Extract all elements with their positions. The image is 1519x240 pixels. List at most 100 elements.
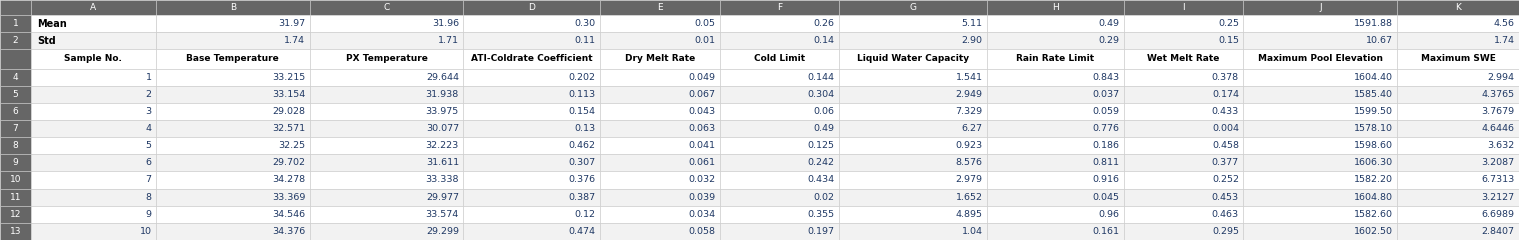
Bar	[720, 223, 838, 240]
Bar	[0, 0, 30, 15]
Text: 32.571: 32.571	[272, 124, 305, 133]
Bar	[0, 86, 30, 103]
Bar	[720, 69, 838, 86]
Text: 0.032: 0.032	[688, 175, 715, 185]
Bar	[1244, 32, 1397, 49]
Bar	[600, 69, 720, 86]
Bar	[600, 103, 720, 120]
Bar	[1124, 137, 1244, 154]
Text: G: G	[910, 3, 917, 12]
Bar	[310, 49, 463, 69]
Bar	[987, 69, 1124, 86]
Bar	[463, 223, 600, 240]
Text: 0.25: 0.25	[1218, 19, 1240, 28]
Bar	[30, 206, 156, 223]
Text: 2.979: 2.979	[955, 175, 983, 185]
Bar	[156, 154, 310, 171]
Text: 4.3765: 4.3765	[1481, 90, 1514, 99]
Bar	[30, 137, 156, 154]
Bar	[1244, 171, 1397, 189]
Text: 3: 3	[146, 107, 152, 116]
Bar	[600, 189, 720, 206]
Bar	[720, 120, 838, 137]
Text: 0.463: 0.463	[1212, 210, 1240, 219]
Text: 0.458: 0.458	[1212, 141, 1240, 150]
Text: 1606.30: 1606.30	[1353, 158, 1393, 167]
Text: 3.632: 3.632	[1487, 141, 1514, 150]
Bar	[156, 0, 310, 15]
Text: 1604.40: 1604.40	[1353, 73, 1393, 82]
Text: 3.2127: 3.2127	[1481, 193, 1514, 202]
Bar	[463, 189, 600, 206]
Text: 0.144: 0.144	[808, 73, 834, 82]
Bar	[600, 171, 720, 189]
Text: 0.067: 0.067	[688, 90, 715, 99]
Text: 0.242: 0.242	[808, 158, 834, 167]
Text: 0.01: 0.01	[694, 36, 715, 45]
Bar	[310, 171, 463, 189]
Bar	[463, 120, 600, 137]
Bar	[310, 69, 463, 86]
Text: 0.15: 0.15	[1218, 36, 1240, 45]
Text: 0.453: 0.453	[1212, 193, 1240, 202]
Bar	[0, 15, 30, 32]
Text: 34.278: 34.278	[272, 175, 305, 185]
Bar	[463, 0, 600, 15]
Bar	[838, 206, 987, 223]
Text: 30.077: 30.077	[425, 124, 459, 133]
Bar	[1244, 154, 1397, 171]
Bar	[0, 189, 30, 206]
Text: 1578.10: 1578.10	[1353, 124, 1393, 133]
Text: 6.7313: 6.7313	[1481, 175, 1514, 185]
Text: 0.02: 0.02	[814, 193, 834, 202]
Text: 0.154: 0.154	[568, 107, 595, 116]
Bar	[30, 120, 156, 137]
Bar	[600, 223, 720, 240]
Bar	[838, 103, 987, 120]
Text: 0.923: 0.923	[955, 141, 983, 150]
Text: 0.811: 0.811	[1092, 158, 1120, 167]
Bar	[987, 32, 1124, 49]
Bar	[310, 137, 463, 154]
Text: 0.174: 0.174	[1212, 90, 1240, 99]
Text: Liquid Water Capacity: Liquid Water Capacity	[857, 54, 969, 64]
Bar	[987, 103, 1124, 120]
Text: 8: 8	[12, 141, 18, 150]
Bar	[987, 171, 1124, 189]
Text: 0.059: 0.059	[1092, 107, 1120, 116]
Text: 0.045: 0.045	[1092, 193, 1120, 202]
Text: 0.161: 0.161	[1092, 227, 1120, 236]
Bar	[987, 223, 1124, 240]
Text: Base Temperature: Base Temperature	[187, 54, 279, 64]
Bar	[156, 171, 310, 189]
Bar	[1124, 189, 1244, 206]
Text: 0.063: 0.063	[688, 124, 715, 133]
Bar	[838, 189, 987, 206]
Text: 4.895: 4.895	[955, 210, 983, 219]
Bar	[720, 0, 838, 15]
Text: 1602.50: 1602.50	[1353, 227, 1393, 236]
Bar	[1397, 206, 1519, 223]
Bar	[156, 32, 310, 49]
Text: 0.037: 0.037	[1092, 90, 1120, 99]
Bar	[463, 86, 600, 103]
Bar	[1124, 86, 1244, 103]
Bar	[1397, 103, 1519, 120]
Bar	[987, 0, 1124, 15]
Text: Wet Melt Rate: Wet Melt Rate	[1147, 54, 1220, 64]
Bar	[838, 69, 987, 86]
Text: 0.355: 0.355	[808, 210, 834, 219]
Bar	[1244, 137, 1397, 154]
Text: 0.004: 0.004	[1212, 124, 1240, 133]
Text: 4.6446: 4.6446	[1481, 124, 1514, 133]
Bar	[838, 137, 987, 154]
Text: 0.061: 0.061	[688, 158, 715, 167]
Bar	[720, 103, 838, 120]
Bar	[156, 103, 310, 120]
Text: J: J	[1318, 3, 1322, 12]
Text: 5: 5	[146, 141, 152, 150]
Bar	[720, 154, 838, 171]
Bar	[720, 189, 838, 206]
Text: 34.376: 34.376	[272, 227, 305, 236]
Text: 0.377: 0.377	[1212, 158, 1240, 167]
